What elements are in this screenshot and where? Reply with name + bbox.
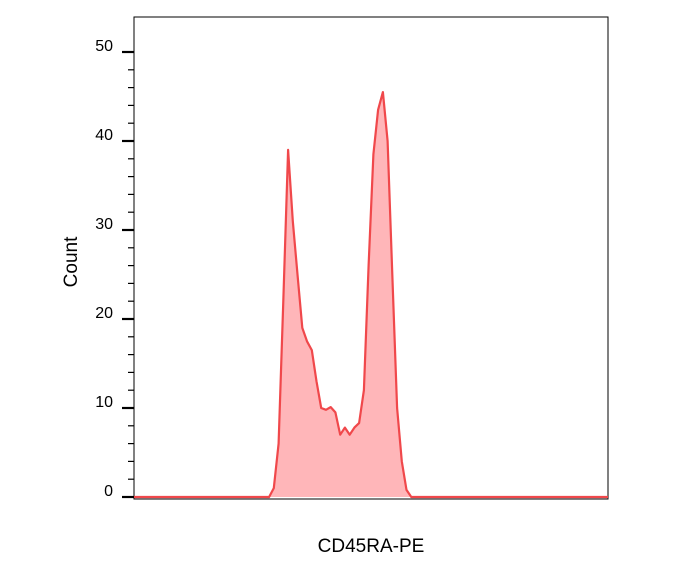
- histogram-area: [134, 92, 608, 497]
- y-axis: 0 10 20 30 40 50: [95, 38, 134, 500]
- y-tick-label: 20: [95, 305, 113, 322]
- y-tick-label: 10: [95, 394, 113, 411]
- y-tick-label: 0: [104, 483, 113, 500]
- y-tick-label: 30: [95, 216, 113, 233]
- plot-frame: [133, 16, 609, 500]
- y-axis-title: Count: [61, 236, 82, 287]
- histogram-line: [134, 91, 608, 499]
- y-tick-label: 50: [95, 38, 113, 55]
- y-tick-label: 40: [95, 127, 113, 144]
- x-axis-title: CD45RA-PE: [318, 536, 425, 557]
